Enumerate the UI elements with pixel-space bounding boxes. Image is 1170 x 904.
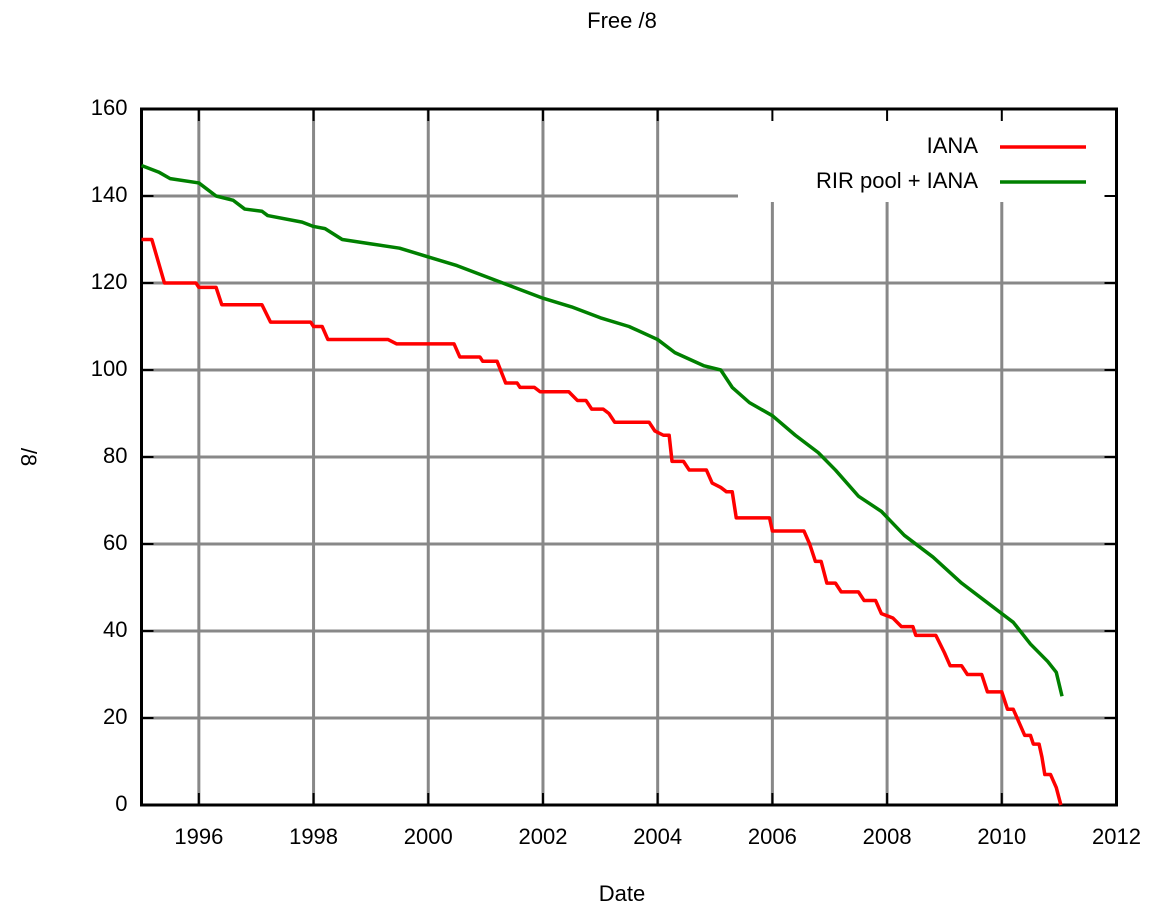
- x-tick-label: 2004: [633, 824, 682, 849]
- y-tick-label: 140: [91, 182, 128, 207]
- x-tick-label: 2010: [977, 824, 1026, 849]
- data-line: [141, 237, 1063, 806]
- x-axis-label: Date: [599, 881, 645, 904]
- chart-title: Free /8: [587, 8, 657, 33]
- x-tick-label: 2000: [404, 824, 453, 849]
- y-tick-label: 100: [91, 356, 128, 381]
- x-tick-label: 1998: [289, 824, 338, 849]
- legend-label: IANA: [927, 133, 979, 158]
- y-tick-label: 40: [103, 617, 127, 642]
- data-line: [140, 163, 1064, 697]
- x-tick-label: 2006: [748, 824, 797, 849]
- x-tick-label: 2012: [1092, 824, 1141, 849]
- y-tick-label: 20: [103, 704, 127, 729]
- x-tick-label: 2008: [863, 824, 912, 849]
- y-tick-label: 80: [103, 443, 127, 468]
- legend-label: RIR pool + IANA: [816, 168, 978, 193]
- y-tick-label: 120: [91, 269, 128, 294]
- y-tick-label: 0: [115, 791, 127, 816]
- x-tick-label: 2002: [518, 824, 567, 849]
- y-tick-label: 60: [103, 530, 127, 555]
- y-axis-label: /8: [16, 448, 41, 466]
- y-tick-label: 160: [91, 95, 128, 120]
- x-tick-label: 1996: [174, 824, 223, 849]
